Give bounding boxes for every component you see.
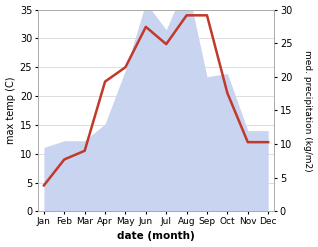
X-axis label: date (month): date (month) — [117, 231, 195, 242]
Y-axis label: med. precipitation (kg/m2): med. precipitation (kg/m2) — [303, 50, 313, 171]
Y-axis label: max temp (C): max temp (C) — [5, 77, 16, 144]
